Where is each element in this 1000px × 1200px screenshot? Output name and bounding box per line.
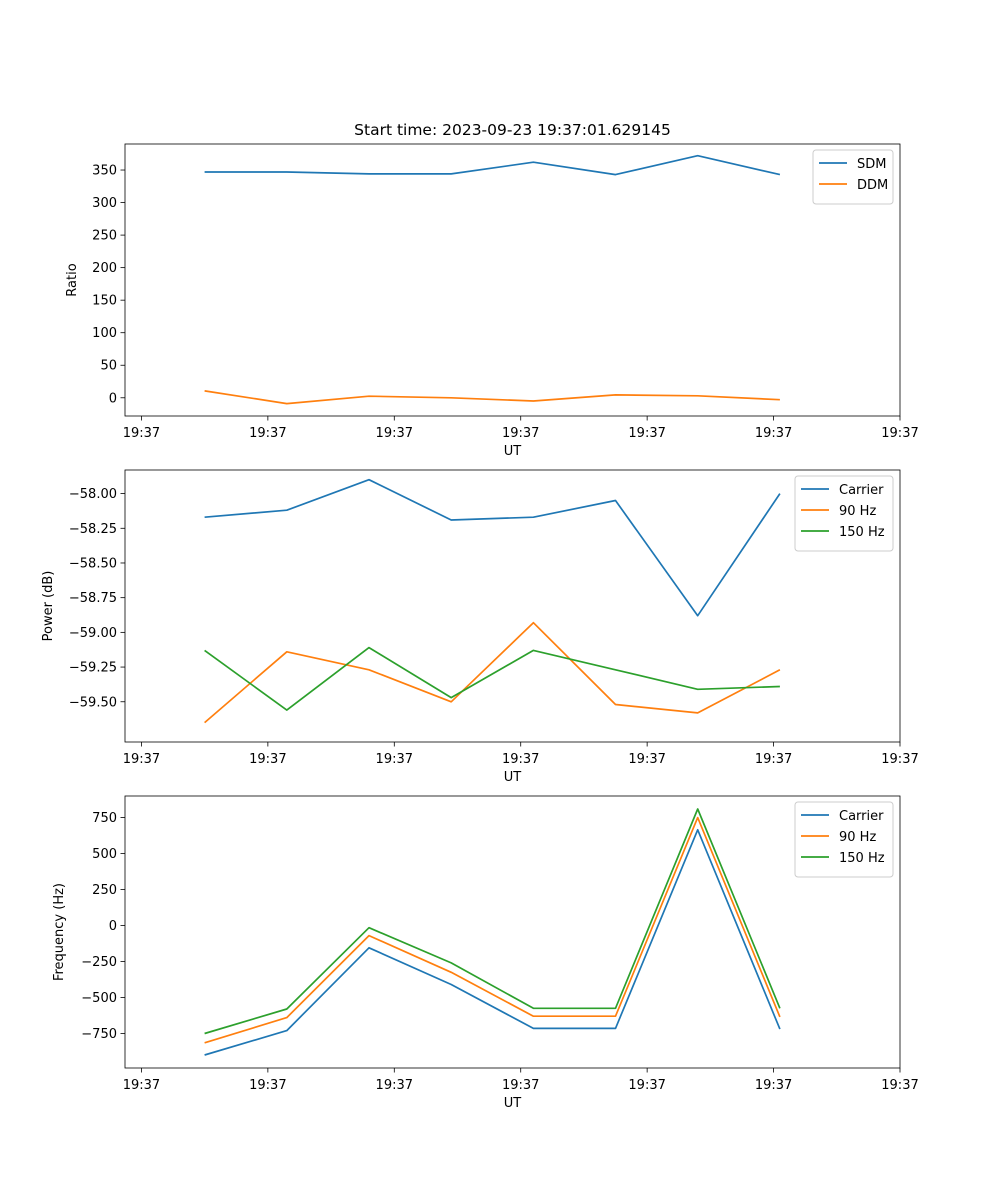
axes-frame [124, 795, 901, 1069]
legend-label: DDM [857, 178, 888, 193]
y-tick-label: −750 [81, 1027, 117, 1042]
y-tick-label: −250 [81, 955, 117, 970]
legend-label: 150 Hz [839, 525, 885, 540]
legend-box [794, 801, 894, 878]
legend-box [794, 475, 894, 552]
series-line-90-hz [204, 621, 781, 724]
y-tick-label: 0 [109, 919, 117, 934]
y-tick-label: 750 [92, 811, 117, 826]
y-tick-label: −500 [81, 991, 117, 1006]
y-tick-label: 100 [92, 326, 117, 341]
legend-label: 90 Hz [839, 504, 876, 519]
x-axis-label: UT [504, 1096, 522, 1111]
series-line-150-hz [204, 646, 780, 711]
y-tick-label: 300 [92, 196, 117, 211]
chart-panel-3: 19:3719:3719:3719:3719:3719:3719:3719:38… [52, 795, 919, 1111]
x-tick-label: 19:37 [502, 1078, 539, 1093]
y-tick-label: −59.25 [69, 661, 117, 676]
x-tick-label: 19:37 [628, 1078, 665, 1093]
x-tick-label: 19:37 [249, 426, 286, 441]
y-tick-label: −58.00 [69, 487, 117, 502]
y-tick-label: −58.50 [69, 556, 117, 571]
legend: Carrier 90 Hz 150 Hz [794, 801, 894, 878]
y-tick-label: 0 [109, 391, 117, 406]
y-tick-label: −59.00 [69, 626, 117, 641]
x-axis-label: UT [504, 444, 522, 459]
x-axis-label: UT [504, 770, 522, 785]
legend-label: 150 Hz [839, 851, 885, 866]
series-line-ddm [204, 390, 780, 405]
x-tick-label: 19:37 [755, 1078, 792, 1093]
y-tick-label: 250 [92, 883, 117, 898]
legend-label: 90 Hz [839, 830, 876, 845]
x-tick-label: 19:37 [123, 752, 160, 767]
y-tick-label: −58.25 [69, 522, 117, 537]
x-tick-label: 19:37 [123, 426, 160, 441]
series-line-90-hz [204, 816, 781, 1044]
y-tick-label: 350 [92, 164, 117, 179]
y-tick-label: 150 [92, 294, 117, 309]
y-tick-label: −58.75 [69, 591, 117, 606]
y-tick-label: −59.50 [69, 695, 117, 710]
x-tick-label: 19:37 [123, 1078, 160, 1093]
legend-label: SDM [857, 157, 886, 172]
x-tick-label: 19:37 [881, 426, 918, 441]
x-tick-label: 19:37 [628, 426, 665, 441]
chart-panel-1: Start time: 2023-09-23 19:37:01.629145 19… [65, 121, 919, 459]
axes-frame [124, 143, 901, 417]
x-tick-label: 19:37 [376, 426, 413, 441]
x-tick-label: 19:37 [881, 752, 918, 767]
chart-title: Start time: 2023-09-23 19:37:01.629145 [354, 121, 671, 139]
chart-panel-2: 19:3719:3719:3719:3719:3719:3719:3719:38… [41, 469, 919, 785]
series-line-sdm [204, 154, 781, 176]
legend: SDM DDM [812, 149, 894, 205]
series-line-carrier [204, 828, 781, 1056]
x-tick-label: 19:37 [881, 1078, 918, 1093]
y-axis-label: Power (dB) [41, 571, 56, 642]
y-axis-label: Frequency (Hz) [52, 883, 67, 981]
series-line-150-hz [204, 808, 781, 1035]
y-tick-label: 50 [100, 359, 117, 374]
x-tick-label: 19:37 [755, 426, 792, 441]
y-tick-label: 200 [92, 261, 117, 276]
x-tick-label: 19:37 [249, 752, 286, 767]
x-tick-label: 19:37 [755, 752, 792, 767]
legend-label: Carrier [839, 809, 884, 824]
x-tick-label: 19:37 [502, 752, 539, 767]
legend: Carrier 90 Hz 150 Hz [794, 475, 894, 552]
x-tick-label: 19:37 [376, 752, 413, 767]
axes-frame [124, 469, 901, 743]
series-line-carrier [204, 478, 781, 617]
x-tick-label: 19:37 [376, 1078, 413, 1093]
y-axis-label: Ratio [65, 263, 80, 296]
legend-label: Carrier [839, 483, 884, 498]
y-tick-label: 500 [92, 847, 117, 862]
x-tick-label: 19:37 [628, 752, 665, 767]
y-tick-label: 250 [92, 229, 117, 244]
x-tick-label: 19:37 [502, 426, 539, 441]
x-tick-label: 19:37 [249, 1078, 286, 1093]
